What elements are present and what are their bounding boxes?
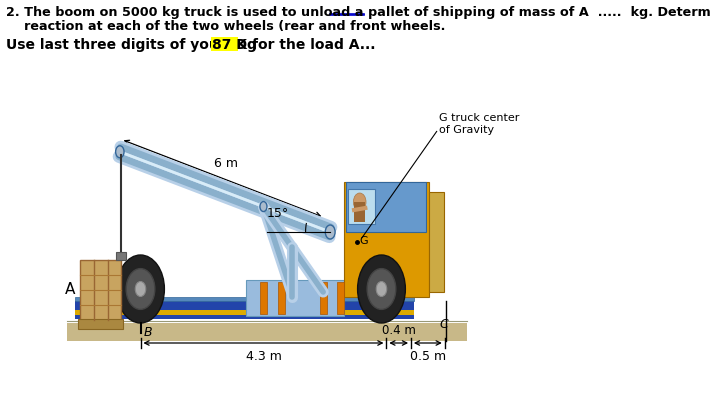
Text: 4.3 m: 4.3 m [246, 350, 281, 363]
Text: B: B [144, 326, 153, 339]
Bar [78, 319, 124, 329]
Bar [80, 260, 121, 320]
Bar [320, 282, 327, 314]
Circle shape [376, 282, 387, 297]
Bar [260, 282, 267, 314]
Text: Use last three digits of your ID for the load A...: Use last three digits of your ID for the… [6, 38, 375, 52]
Circle shape [135, 282, 146, 297]
Text: C: C [439, 318, 448, 331]
Text: 87 Kg: 87 Kg [212, 38, 257, 52]
Text: 6 m: 6 m [214, 158, 238, 171]
Circle shape [325, 225, 335, 239]
Text: 0.4 m: 0.4 m [382, 324, 415, 337]
Bar [349, 189, 375, 224]
Bar [75, 315, 415, 319]
Circle shape [367, 269, 395, 309]
Text: 2. The boom on 5000 kg truck is used to unload a pallet of shipping of mass of A: 2. The boom on 5000 kg truck is used to … [6, 6, 710, 19]
Bar [337, 282, 344, 314]
Circle shape [260, 202, 267, 212]
Text: A: A [65, 282, 75, 297]
Bar [75, 310, 415, 315]
Bar [429, 192, 444, 292]
Text: 0.5 m: 0.5 m [410, 350, 446, 363]
Bar [67, 323, 467, 341]
Circle shape [358, 255, 405, 323]
Text: reaction at each of the two wheels (rear and front wheels.: reaction at each of the two wheels (rear… [6, 20, 445, 33]
Circle shape [116, 146, 124, 158]
Bar [346, 182, 427, 232]
Circle shape [126, 269, 155, 309]
Bar [278, 282, 285, 314]
Text: G truck center
of Gravity: G truck center of Gravity [439, 113, 520, 135]
Bar [246, 280, 344, 316]
Bar [75, 297, 415, 301]
Text: G: G [360, 236, 368, 246]
Circle shape [354, 193, 366, 211]
Bar [354, 202, 366, 222]
FancyBboxPatch shape [212, 37, 238, 51]
Bar [344, 182, 429, 297]
Text: 15°: 15° [266, 207, 289, 220]
Bar [116, 252, 126, 260]
Bar [75, 301, 415, 310]
Circle shape [116, 255, 165, 323]
